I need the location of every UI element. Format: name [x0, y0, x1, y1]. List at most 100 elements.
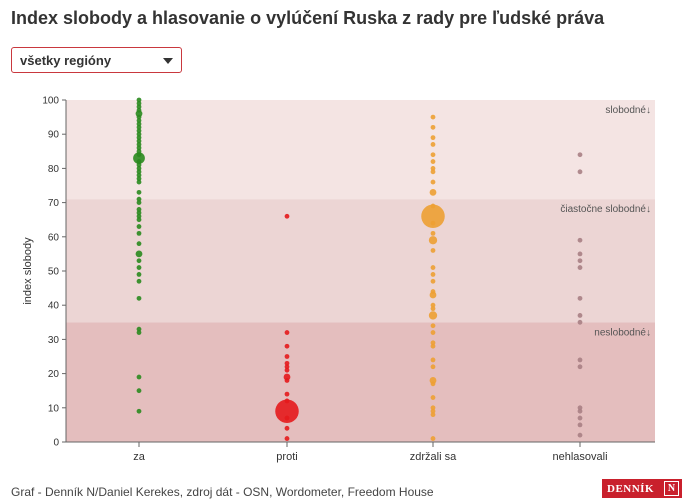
- data-point: [136, 135, 142, 141]
- data-point: [284, 360, 290, 366]
- x-tick-label: zdržali sa: [410, 451, 457, 463]
- data-point: [136, 142, 142, 147]
- data-point: [428, 311, 438, 320]
- data-point: [135, 110, 143, 118]
- data-point: [136, 166, 142, 171]
- freedom-vote-chart: slobodné↓čiastočne slobodné↓neslobodné↓ …: [22, 96, 655, 463]
- data-point: [136, 388, 142, 394]
- y-tick-label: 60: [48, 232, 60, 243]
- data-point: [284, 391, 290, 397]
- data-point: [577, 258, 583, 264]
- data-point: [284, 343, 290, 349]
- data-point: [136, 265, 142, 270]
- data-point: [136, 159, 142, 164]
- data-point: [430, 340, 436, 346]
- data-point: [577, 295, 583, 301]
- data-point: [577, 415, 583, 421]
- y-tick-label: 0: [53, 438, 59, 449]
- data-point: [577, 169, 583, 175]
- data-point: [430, 265, 436, 270]
- data-point: [136, 330, 142, 335]
- data-point: [133, 152, 145, 165]
- data-point: [136, 172, 142, 178]
- logo-text: DENNÍK: [607, 483, 655, 495]
- logo-mark: N: [664, 481, 679, 496]
- data-point: [429, 291, 437, 299]
- data-point: [430, 159, 436, 164]
- data-point: [577, 251, 583, 257]
- data-point: [136, 230, 142, 236]
- data-point: [136, 118, 142, 123]
- y-tick-label: 40: [48, 301, 60, 312]
- data-point: [284, 213, 290, 219]
- band-1: [66, 199, 655, 323]
- data-point: [430, 169, 436, 175]
- data-point: [430, 381, 436, 387]
- x-tick-label: nehlasovali: [552, 451, 607, 463]
- data-point: [429, 377, 437, 384]
- data-point: [136, 97, 142, 103]
- data-point: [136, 217, 142, 223]
- data-point: [577, 152, 583, 158]
- data-point: [136, 189, 142, 195]
- data-point: [430, 272, 436, 277]
- region-select[interactable]: všetky regióny: [11, 47, 182, 73]
- data-point: [577, 313, 583, 318]
- data-point: [430, 436, 436, 441]
- data-point: [136, 179, 142, 185]
- data-point: [136, 408, 142, 414]
- data-point: [577, 432, 583, 438]
- data-point: [577, 319, 583, 325]
- data-point: [136, 176, 142, 182]
- data-point: [430, 364, 436, 370]
- data-point: [577, 405, 583, 411]
- data-point: [136, 224, 142, 229]
- chevron-down-icon: [163, 58, 173, 64]
- data-point: [430, 330, 436, 335]
- y-tick-label: 20: [48, 369, 60, 380]
- data-point: [430, 220, 436, 226]
- data-point: [430, 142, 436, 147]
- data-point: [136, 196, 142, 202]
- region-select-value: všetky regióny: [20, 53, 112, 68]
- data-point: [430, 248, 436, 253]
- data-point: [430, 412, 436, 418]
- data-point: [136, 213, 142, 219]
- data-point: [136, 241, 142, 247]
- data-point: [430, 114, 436, 120]
- data-point: [284, 436, 290, 441]
- data-point: [136, 207, 142, 212]
- y-tick-label: 100: [42, 96, 59, 107]
- y-axis-label: index slobody: [22, 237, 34, 305]
- data-point: [577, 408, 583, 414]
- data-point: [136, 138, 142, 144]
- data-point: [428, 236, 438, 245]
- data-point: [136, 101, 142, 106]
- source-credit: Graf - Denník N/Daniel Kerekes, zdroj dá…: [11, 485, 434, 499]
- data-point: [430, 323, 436, 329]
- y-tick-label: 70: [48, 198, 60, 209]
- data-point: [136, 124, 142, 130]
- page-title: Index slobody a hlasovanie o vylúčení Ru…: [11, 8, 605, 28]
- data-point: [284, 367, 290, 373]
- x-tick-label: proti: [276, 451, 297, 463]
- data-point: [430, 230, 436, 236]
- data-point: [136, 326, 142, 332]
- data-point: [577, 357, 583, 363]
- data-point: [136, 104, 142, 110]
- dennik-n-logo[interactable]: DENNÍK N: [602, 479, 682, 498]
- data-point: [430, 135, 436, 141]
- data-point: [136, 278, 142, 284]
- data-point: [284, 378, 290, 383]
- data-point: [577, 237, 583, 243]
- data-point: [136, 258, 142, 264]
- data-point: [577, 364, 583, 370]
- data-point: [429, 188, 437, 196]
- data-point: [430, 405, 436, 411]
- y-tick-label: 80: [48, 164, 60, 175]
- data-point: [430, 179, 436, 185]
- data-point: [283, 373, 291, 381]
- data-point: [136, 295, 142, 301]
- data-point: [421, 204, 445, 229]
- data-point: [284, 354, 290, 359]
